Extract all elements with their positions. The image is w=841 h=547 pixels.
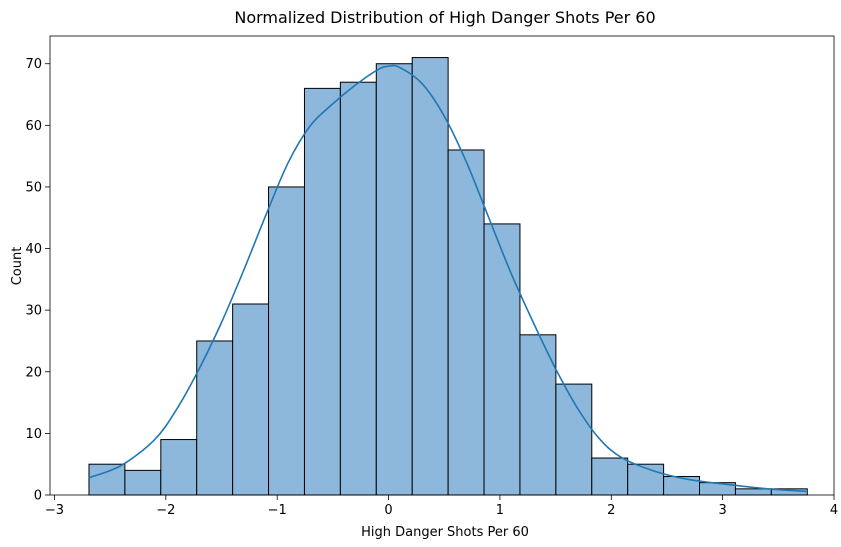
histogram-bar [232, 303, 270, 496]
histogram-bar [411, 57, 449, 496]
x-tick-label: 1 [496, 503, 504, 518]
histogram-bar [339, 81, 377, 496]
x-axis-label: High Danger Shots Per 60 [361, 525, 529, 540]
histogram-bar [375, 63, 413, 496]
kde-curve [88, 64, 807, 493]
histogram-bar [591, 457, 629, 496]
histogram-bar [483, 223, 521, 496]
histogram-bar [627, 463, 665, 496]
y-tick-label: 10 [25, 427, 42, 442]
x-tick-label: 4 [830, 503, 838, 518]
bars-group [88, 57, 808, 496]
x-tick-label: 2 [607, 503, 615, 518]
y-tick-label: 50 [25, 180, 42, 195]
y-tick-label: 70 [25, 57, 42, 72]
histogram-bar [124, 469, 162, 496]
histogram-bar [268, 186, 305, 496]
histogram-bar [734, 488, 772, 496]
y-axis-ticks: 0 10 20 30 40 50 60 70 [25, 57, 50, 504]
y-axis-label: Count [10, 247, 25, 286]
y-tick-label: 0 [34, 489, 42, 504]
x-axis-ticks: −3 −2 −1 0 1 2 3 4 [45, 495, 838, 518]
plot-frame [49, 35, 835, 496]
chart-title: Normalized Distribution of High Danger S… [234, 8, 655, 27]
histogram-bar [160, 439, 198, 496]
y-tick-label: 40 [25, 242, 42, 257]
histogram-bar [663, 476, 701, 496]
y-tick-label: 30 [25, 304, 42, 319]
x-tick-label: −3 [45, 503, 64, 518]
y-tick-label: 60 [25, 119, 42, 134]
x-tick-label: 3 [718, 503, 726, 518]
x-tick-label: −2 [156, 503, 175, 518]
histogram-bar [88, 463, 126, 496]
y-tick-label: 20 [25, 365, 42, 380]
histogram-bar [303, 87, 341, 496]
x-tick-label: 0 [384, 503, 392, 518]
histogram-bar [447, 149, 485, 496]
x-tick-label: −1 [268, 503, 287, 518]
